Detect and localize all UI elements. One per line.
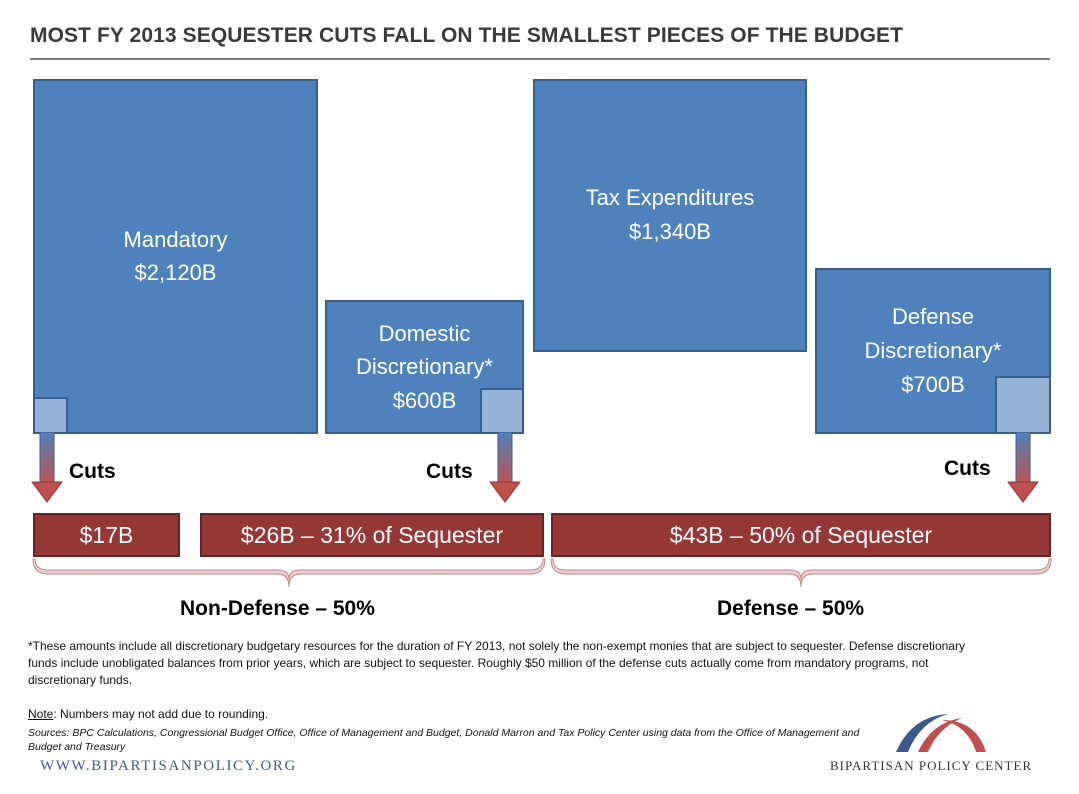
- defense-bracket: [550, 558, 1052, 588]
- tax-expenditures-block: Tax Expenditures $1,340B: [533, 79, 807, 352]
- defense-cut-square: [995, 376, 1051, 434]
- defense-cut-bar: $43B – 50% of Sequester: [551, 513, 1051, 557]
- defense-line1: Defense: [892, 304, 974, 329]
- defense-line2: Discretionary*: [864, 338, 1002, 363]
- website-link[interactable]: WWW.BIPARTISANPOLICY.ORG: [40, 758, 297, 774]
- domestic-amount: $600B: [392, 388, 457, 413]
- mandatory-cut-square: [33, 397, 68, 434]
- tax-label: Tax Expenditures: [585, 185, 755, 210]
- nondefense-bracket: [32, 558, 546, 588]
- domestic-cut-bar: $26B – 31% of Sequester: [200, 513, 544, 557]
- chart-title: MOST FY 2013 SEQUESTER CUTS FALL ON THE …: [30, 24, 904, 47]
- mandatory-amount: $2,120B: [134, 260, 217, 285]
- defense-cut-arrow: [1007, 432, 1039, 503]
- mandatory-block: Mandatory $2,120B: [33, 79, 318, 434]
- bipartisan-arch-logo: [896, 714, 986, 752]
- domestic-cuts-label: Cuts: [426, 460, 473, 483]
- tax-amount: $1,340B: [629, 219, 711, 244]
- mandatory-cuts-label: Cuts: [69, 460, 116, 483]
- domestic-discretionary-block: Domestic Discretionary* $600B: [325, 300, 524, 434]
- defense-group-label: Defense – 50%: [717, 597, 865, 620]
- rounding-note: Note: Numbers may not add due to roundin…: [28, 707, 268, 721]
- mandatory-label: Mandatory: [123, 227, 228, 252]
- domestic-cut-arrow: [489, 432, 521, 503]
- domestic-line2: Discretionary*: [356, 354, 493, 379]
- mandatory-cut-bar: $17B: [33, 513, 180, 557]
- note-text: : Numbers may not add due to rounding.: [53, 707, 269, 721]
- mandatory-cut-arrow: [31, 432, 63, 503]
- title-divider: [30, 58, 1050, 60]
- note-label: Note: [28, 707, 54, 721]
- defense-amount: $700B: [901, 372, 965, 397]
- nondefense-group-label: Non-Defense – 50%: [180, 597, 375, 620]
- sources: Sources: BPC Calculations, Congressional…: [28, 727, 860, 753]
- organization-name: BIPARTISAN POLICY CENTER: [830, 758, 1033, 773]
- defense-cuts-label: Cuts: [944, 457, 991, 480]
- domestic-cut-square: [480, 388, 524, 434]
- footnote: *These amounts include all discretionary…: [28, 639, 965, 687]
- domestic-line1: Domestic: [378, 321, 471, 346]
